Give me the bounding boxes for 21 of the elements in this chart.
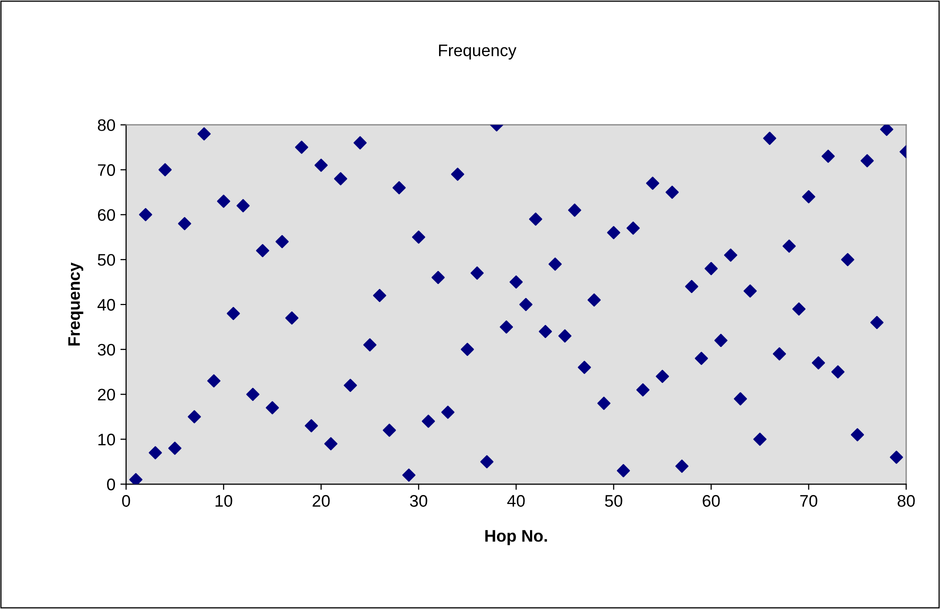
x-axis-title: Hop No. [485,530,547,546]
x-tick-label: 60 [702,495,720,507]
y-tick-label: 10 [98,434,116,446]
x-tick-label: 80 [898,495,915,507]
y-tick-label: 70 [98,164,116,176]
y-tick-label: 40 [98,298,116,311]
y-tick-label: 50 [98,254,116,266]
x-tick-label: 30 [410,495,428,507]
y-tick-label: 30 [98,344,116,356]
x-tick-label: 10 [216,495,232,507]
x-tick-label: 50 [605,495,622,507]
y-tick-label: 80 [98,119,116,132]
x-tick-label: 70 [800,495,818,507]
x-tick-label: 0 [122,495,130,507]
y-tick-label: 20 [98,388,116,401]
y-tick-label: 60 [98,209,116,221]
y-tick-label: 0 [107,478,116,490]
x-tick-label: 40 [507,495,525,507]
y-axis-title: Frequency [68,262,84,346]
x-tick-label: 20 [312,495,330,507]
chart-title: Frequency [439,44,516,60]
